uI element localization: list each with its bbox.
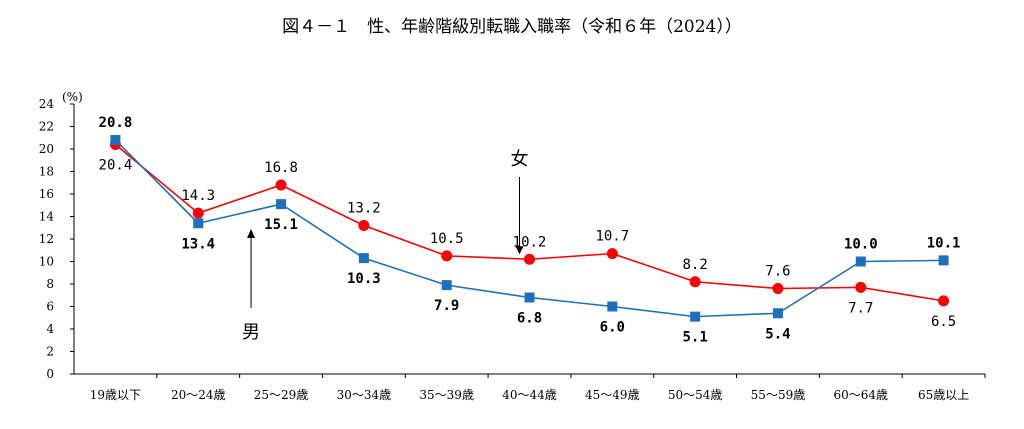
y-tick-label: 14 xyxy=(39,210,55,224)
chart-title: 図４－１ 性、年齢階級別転職入職率（令和６年（2024）） xyxy=(282,17,742,37)
y-tick-label: 18 xyxy=(39,165,54,179)
y-tick-label: 2 xyxy=(46,345,54,359)
data-point-marker xyxy=(276,199,287,210)
data-label: 14.3 xyxy=(181,188,215,204)
y-tick-label: 4 xyxy=(46,322,54,336)
data-label: 10.1 xyxy=(927,235,961,251)
data-point-marker xyxy=(772,283,784,294)
data-point-marker xyxy=(441,280,452,291)
x-tick-label: 40～44歳 xyxy=(502,388,557,402)
data-point-marker xyxy=(275,179,287,191)
data-point-marker xyxy=(193,218,204,229)
data-label: 5.4 xyxy=(765,326,790,342)
y-tick-label: 6 xyxy=(46,300,54,314)
data-label: 7.9 xyxy=(434,298,459,314)
y-tick-label: 10 xyxy=(39,255,54,269)
y-tick-label: 24 xyxy=(39,97,55,111)
x-tick-label: 60～64歳 xyxy=(833,388,888,402)
x-tick-label: 25～29歳 xyxy=(254,388,309,402)
x-tick-label: 20～24歳 xyxy=(171,388,226,402)
data-point-marker xyxy=(606,248,618,260)
data-point-marker xyxy=(192,207,204,219)
data-label: 7.6 xyxy=(765,264,790,280)
data-label: 10.5 xyxy=(430,231,464,247)
data-label: 10.0 xyxy=(844,237,878,253)
x-tick-label: 65歳以上 xyxy=(918,388,969,402)
y-tick-label: 12 xyxy=(39,232,54,246)
data-point-marker xyxy=(855,281,867,293)
data-point-marker xyxy=(689,276,701,288)
x-tick-label: 50～54歳 xyxy=(668,388,723,402)
y-tick-label: 0 xyxy=(46,367,54,381)
series-line xyxy=(114,139,944,318)
data-label: 6.8 xyxy=(517,311,542,327)
data-label: 7.7 xyxy=(848,300,873,316)
x-tick-label: 30～34歳 xyxy=(337,388,392,402)
annotation-label: 女 xyxy=(511,149,529,170)
data-point-marker xyxy=(938,255,949,266)
series-line xyxy=(114,143,944,302)
x-tick-label: 45～49歳 xyxy=(585,388,640,402)
data-point-marker xyxy=(441,250,453,262)
data-label: 6.5 xyxy=(931,314,956,330)
data-label: 10.3 xyxy=(347,271,381,287)
data-point-marker xyxy=(524,253,535,265)
series-女: 20.414.316.813.210.5 10.2 10.78.2 7.67.76.5 xyxy=(99,139,956,330)
y-tick-label: 16 xyxy=(39,187,54,201)
data-label: 20.4 xyxy=(99,158,133,174)
data-label: 8.2 xyxy=(682,257,707,273)
data-point-marker xyxy=(607,301,618,312)
data-point-marker xyxy=(358,220,370,231)
data-label: 20.8 xyxy=(99,115,133,131)
x-tick-label: 55～59歳 xyxy=(751,388,806,402)
data-point-marker xyxy=(772,308,783,319)
data-point-marker xyxy=(938,295,950,307)
data-point-marker xyxy=(690,311,701,322)
series-男: 20.8 13.4 15.1 10.3 7.9 6.8 6.0 5.1 5.4 10.0 10.1 xyxy=(99,115,961,346)
y-tick-label: 8 xyxy=(46,277,54,291)
annotation-label: 男 xyxy=(242,322,260,343)
data-label: 6.0 xyxy=(600,320,625,336)
y-tick-label: 22 xyxy=(39,120,54,134)
data-label: 13.4 xyxy=(181,236,215,252)
arrow-head-icon xyxy=(515,246,524,255)
data-point-marker xyxy=(358,253,369,264)
data-label: 5.1 xyxy=(682,330,707,346)
y-tick-label: 20 xyxy=(39,142,54,156)
data-point-marker xyxy=(524,292,535,303)
x-tick-label: 35～39歳 xyxy=(419,388,474,402)
y-axis-unit-label: (%) xyxy=(62,90,83,104)
x-tick-label: 19歳以下 xyxy=(90,388,141,402)
data-label: 16.8 xyxy=(264,160,298,176)
data-label: 10.7 xyxy=(595,229,629,245)
arrow-head-icon xyxy=(247,229,256,238)
data-label: 15.1 xyxy=(264,217,298,233)
data-label: 13.2 xyxy=(347,201,381,217)
data-point-marker xyxy=(855,256,866,267)
data-point-marker xyxy=(110,135,121,145)
